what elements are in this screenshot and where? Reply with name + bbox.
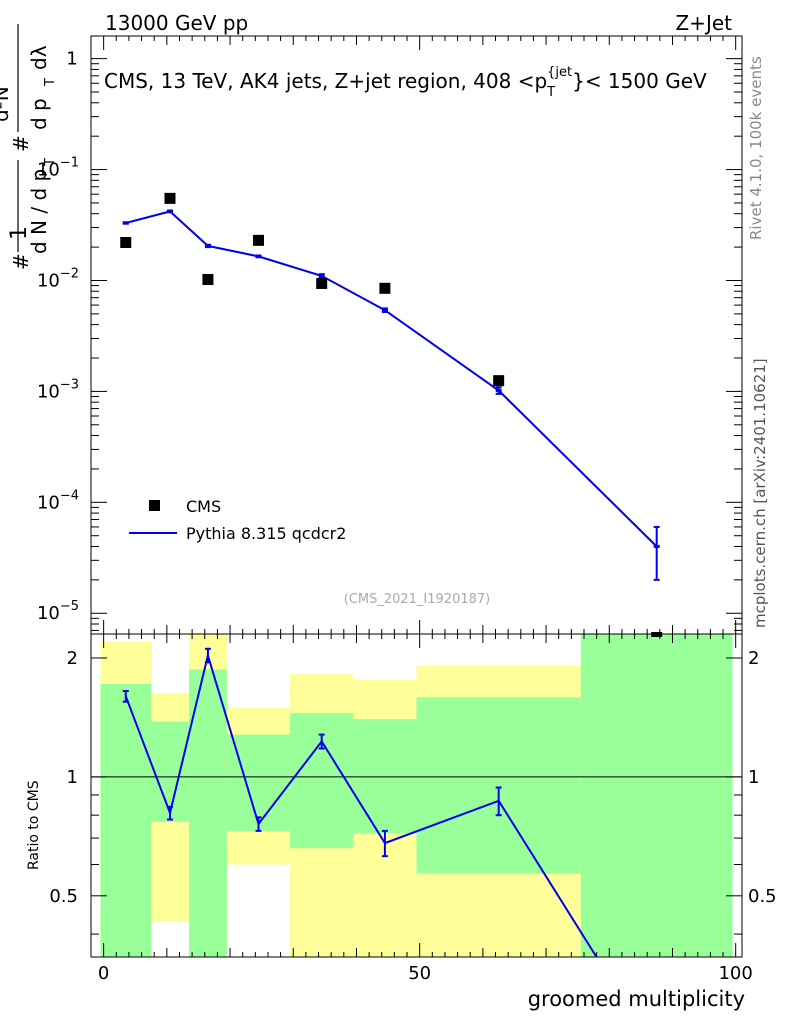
chart-title-sub: T <box>546 85 555 100</box>
ylabel-dn: d N / d p <box>27 169 51 254</box>
cms-point-3 <box>252 234 264 246</box>
axes: 0 50 100 10−5 10−4 10−3 10−2 10−1 1 0.5 0.5 1 1 2 2 <box>37 36 777 984</box>
ratio-panel-frame <box>90 633 743 958</box>
x-tick-label-0: 0 <box>98 963 109 984</box>
ylabel-t-2: T <box>43 78 58 87</box>
green-band-4 <box>290 713 354 849</box>
green-band-6 <box>416 697 581 874</box>
green-band-1 <box>151 721 189 822</box>
y-tick-label-ratio-right-1: 1 <box>748 767 759 788</box>
ylabel-dlambda: dλ <box>27 45 51 70</box>
y-tick-label-main-3: 10−2 <box>37 266 79 291</box>
chart-title: CMS, 13 TeV, AK4 jets, Z+jet region, 408… <box>104 65 707 100</box>
energy-label: 13000 GeV pp <box>105 11 248 35</box>
ratio-line <box>124 651 598 958</box>
green-band-0 <box>100 683 152 957</box>
ylabel-t-1: T <box>43 158 58 167</box>
ratio-plot-marks <box>122 647 598 958</box>
ylabel-one: 1 <box>7 226 32 240</box>
main-panel-frame <box>90 35 743 635</box>
ylabel-d2n: d²N <box>0 86 13 122</box>
y-tick-label-ratio-right-2: 2 <box>748 648 759 669</box>
main-plot-marks <box>120 192 663 637</box>
analysis-id: (CMS_2021_I1920187) <box>344 592 491 607</box>
green-band-2 <box>188 669 227 957</box>
y-tick-label-main-5: 1 <box>66 49 77 70</box>
y-tick-label-main-0: 10−5 <box>37 599 79 624</box>
y-tick-label-ratio-right-0: 0.5 <box>748 886 777 907</box>
uncertainty-bands <box>100 634 733 957</box>
process-label: Z+Jet <box>675 11 732 35</box>
green-band-5 <box>353 719 417 834</box>
cms-point-4 <box>316 277 328 289</box>
y-tick-label-main-1: 10−4 <box>37 488 79 513</box>
cms-point-2 <box>202 274 214 286</box>
x-tick-label-2: 100 <box>718 963 752 984</box>
x-tick-label-1: 50 <box>408 963 431 984</box>
ylabel-dpt: d p <box>27 98 51 130</box>
green-band-7 <box>580 634 733 957</box>
ylabel-hash-1: # <box>9 253 33 270</box>
ylabel-hash-2: # <box>9 135 33 152</box>
legend: CMS Pythia 8.315 qcdcr2 <box>129 497 346 543</box>
y-tick-label-main-4: 10−1 <box>37 156 79 181</box>
chart-title-main: CMS, 13 TeV, AK4 jets, Z+jet region, 408… <box>104 69 547 93</box>
y-tick-label-main-2: 10−3 <box>37 377 79 402</box>
chart-title-tail: }< 1500 GeV <box>572 69 707 93</box>
rivet-version-label: Rivet 4.1.0, 100k events <box>747 56 765 240</box>
y-tick-label-ratio-2: 2 <box>67 648 78 669</box>
cms-point-5 <box>379 282 391 294</box>
y-tick-label-ratio-0: 0.5 <box>49 886 78 907</box>
cms-point-0 <box>120 237 132 249</box>
pythia-line <box>125 210 658 548</box>
y-tick-label-ratio-1: 1 <box>67 767 78 788</box>
y-axis-label-ratio: Ratio to CMS <box>26 780 42 870</box>
legend-label-pythia: Pythia 8.315 qcdcr2 <box>186 524 346 543</box>
legend-marker-cms <box>149 500 160 511</box>
cms-point-6 <box>493 375 505 387</box>
y-axis-label-main: # 1 d N / d p T # d²N d p T dλ <box>0 24 58 270</box>
chart-title-sup: {jet <box>547 65 572 80</box>
mcplots-credit-label: mcplots.cern.ch [arXiv:2401.10621] <box>751 358 769 628</box>
cms-point-7 <box>651 632 663 637</box>
legend-label-cms: CMS <box>186 497 221 516</box>
cms-point-1 <box>164 192 176 204</box>
x-axis-label: groomed multiplicity <box>528 987 745 1011</box>
